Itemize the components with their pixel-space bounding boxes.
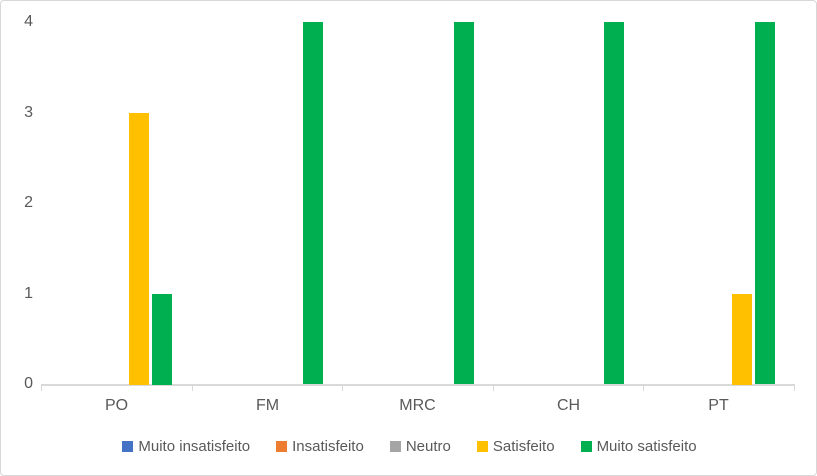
legend-label: Satisfeito — [492, 438, 555, 455]
x-axis-tick — [794, 384, 795, 391]
bar-PT-satisfeito — [732, 294, 752, 385]
legend-item-muito-insatisfeito: Muito insatisfeito — [122, 438, 250, 455]
legend-label: Insatisfeito — [292, 438, 364, 455]
y-axis-tick-label: 2 — [24, 194, 33, 211]
x-axis-category-label: CH — [556, 397, 581, 414]
legend-swatch-muito-insatisfeito — [122, 441, 134, 452]
x-axis-tick — [643, 384, 644, 391]
bar-PO-satisfeito — [129, 113, 149, 385]
x-axis-category-label: FM — [255, 397, 280, 414]
bar-CH-muito-satisfeito — [604, 22, 624, 384]
bar-MRC-muito-satisfeito — [454, 22, 474, 384]
legend-item-neutro: Neutro — [389, 438, 451, 455]
legend-label: Neutro — [405, 438, 451, 455]
x-axis-tick — [493, 384, 494, 391]
x-axis-tick — [41, 384, 42, 391]
x-axis-category-label: MRC — [399, 397, 436, 414]
x-axis-tick — [342, 384, 343, 391]
legend-label: Muito insatisfeito — [138, 438, 251, 455]
legend-label: Muito satisfeito — [596, 438, 697, 455]
legend-item-muito-satisfeito: Muito satisfeito — [580, 438, 697, 455]
legend-swatch-muito-satisfeito — [580, 441, 592, 452]
legend-swatch-satisfeito — [476, 441, 488, 452]
bar-PT-muito-satisfeito — [755, 22, 775, 384]
x-axis-category-label: PO — [104, 397, 129, 414]
legend-swatch-insatisfeito — [276, 441, 288, 452]
legend-swatch-neutro — [389, 441, 401, 452]
bar-FM-muito-satisfeito — [303, 22, 323, 384]
legend-item-satisfeito: Satisfeito — [476, 438, 555, 455]
legend-item-insatisfeito: Insatisfeito — [276, 438, 364, 455]
legend: Muito insatisfeito Insatisfeito Neutro Sati… — [1, 438, 816, 455]
y-axis-tick-label: 3 — [24, 103, 33, 121]
x-axis-tick — [192, 384, 193, 391]
y-axis-tick-label: 0 — [24, 375, 33, 392]
x-axis-category-label: PT — [708, 397, 729, 414]
y-axis-tick-label: 4 — [24, 13, 33, 30]
x-axis-line — [41, 384, 794, 386]
y-axis-tick-label: 1 — [24, 284, 33, 302]
bar-PO-muito-satisfeito — [152, 294, 172, 385]
